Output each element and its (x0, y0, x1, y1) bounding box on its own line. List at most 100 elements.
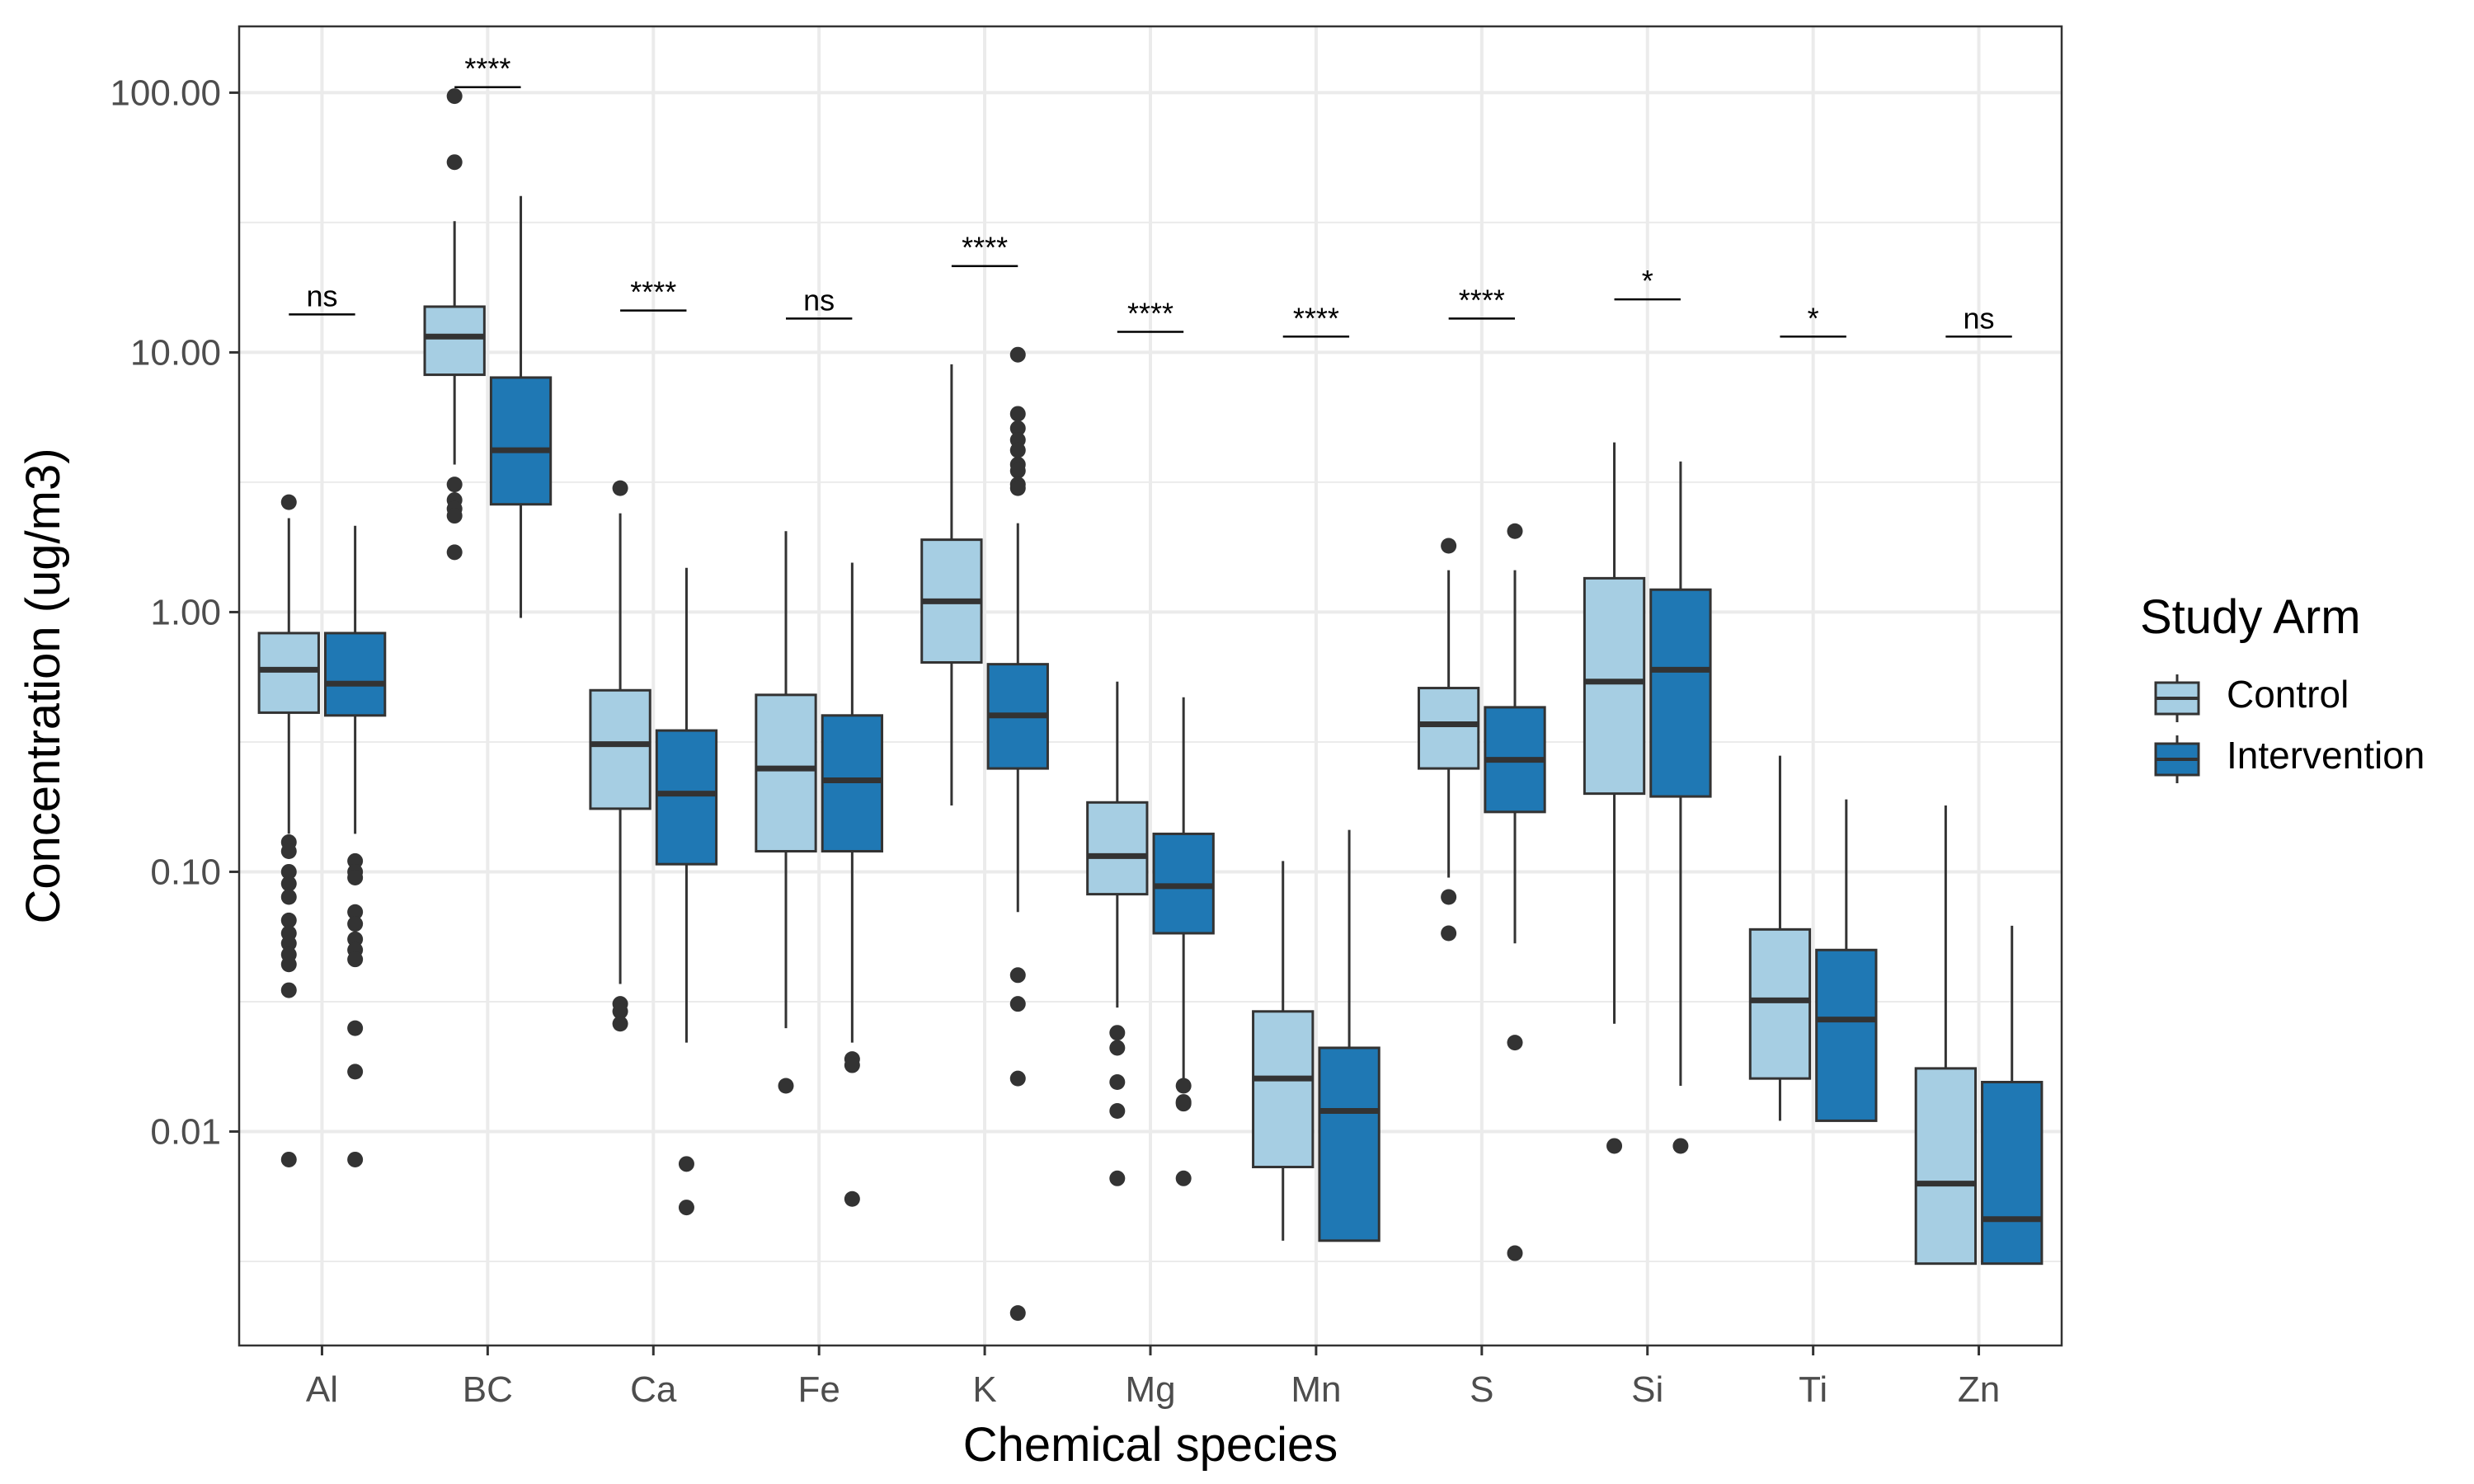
boxes (257, 305, 2044, 1266)
outlier-control-mg (1109, 1025, 1126, 1041)
box-intervention-ca (655, 729, 718, 866)
box-control-bc (423, 305, 486, 377)
outlier-control-fe (778, 1078, 794, 1094)
outlier-control-al (280, 935, 297, 951)
legend-title: Study Arm (2140, 590, 2361, 644)
outlier-intervention-k (1009, 442, 1026, 458)
outlier-intervention-s (1507, 1035, 1523, 1051)
box-control-si (1583, 576, 1646, 796)
box-intervention-al (323, 632, 387, 717)
outlier-intervention-k (1009, 996, 1026, 1012)
outlier-intervention-s (1507, 523, 1523, 539)
outlier-control-mg (1109, 1074, 1126, 1091)
outlier-control-al (280, 494, 297, 510)
grid-lines (239, 26, 2062, 1345)
significance-label-fe: ns (803, 283, 835, 317)
significance-label-s: **** (1459, 283, 1505, 317)
outlier-intervention-fe (844, 1057, 860, 1073)
outlier-intervention-mg (1175, 1078, 1192, 1094)
outlier-intervention-al (347, 1064, 364, 1080)
y-tick-label: 0.10 (150, 852, 221, 892)
box-intervention-mn (1318, 1046, 1380, 1242)
y-tick-label: 10.00 (130, 332, 221, 373)
outlier-intervention-si (1672, 1138, 1689, 1154)
legend-label-intervention: Intervention (2227, 734, 2425, 777)
outlier-control-mg (1109, 1040, 1126, 1056)
x-tick-label-zn: Zn (1958, 1369, 2000, 1410)
significance-label-ti: * (1808, 301, 1819, 335)
outlier-intervention-mg (1175, 1170, 1192, 1186)
outlier-intervention-k (1009, 406, 1026, 422)
box-control-mg (1086, 801, 1149, 896)
outlier-intervention-k (1009, 967, 1026, 984)
box-control-ti (1748, 928, 1812, 1080)
x-tick-label-k: K (972, 1369, 996, 1410)
outlier-control-bc (446, 477, 463, 493)
significance-label-zn: ns (1964, 301, 1995, 335)
outlier-intervention-k (1009, 1305, 1026, 1322)
outlier-intervention-fe (844, 1190, 860, 1207)
x-tick-label-bc: BC (463, 1369, 513, 1410)
outlier-intervention-s (1507, 1245, 1523, 1261)
outlier-intervention-al (347, 869, 364, 885)
box-intervention-bc (489, 376, 553, 506)
y-tick-label: 1.00 (150, 592, 221, 632)
outlier-intervention-al (347, 904, 364, 920)
axes: 0.01 0.10 1.00 10.00 100.00 Al BC Ca Fe K Mg Mn S Si T… (110, 73, 2000, 1410)
outlier-control-bc (446, 154, 463, 171)
whiskers (287, 195, 2014, 1241)
outlier-intervention-al (347, 951, 364, 968)
outlier-control-si (1606, 1138, 1623, 1154)
x-tick-label-s: S (1470, 1369, 1493, 1410)
x-axis-title: Chemical species (963, 1418, 1338, 1472)
outlier-control-bc (446, 544, 463, 561)
x-tick-label-fe: Fe (798, 1369, 840, 1410)
box-control-zn (1914, 1067, 1978, 1266)
outlier-control-mg (1109, 1103, 1126, 1120)
y-tick-label: 100.00 (110, 73, 221, 113)
outlier-intervention-al (347, 916, 364, 932)
box-control-s (1417, 687, 1480, 770)
significance-label-al: ns (306, 279, 337, 312)
outlier-intervention-al (347, 852, 364, 869)
outlier-control-al (280, 863, 297, 880)
significance-label-si: * (1642, 264, 1653, 298)
outlier-control-bc (446, 88, 463, 105)
legend-label-control: Control (2227, 673, 2349, 716)
outlier-control-al (280, 843, 297, 860)
outlier-control-mg (1109, 1170, 1126, 1186)
outlier-control-al (280, 912, 297, 928)
outlier-control-s (1441, 538, 1457, 554)
x-tick-label-ca: Ca (630, 1369, 677, 1410)
box-control-ca (589, 688, 651, 810)
outlier-intervention-ca (678, 1200, 694, 1216)
x-tick-label-mn: Mn (1291, 1369, 1341, 1410)
box-intervention-si (1649, 588, 1712, 798)
outlier-control-al (280, 889, 297, 905)
significance-label-mn: **** (1293, 301, 1339, 335)
x-tick-label-ti: Ti (1799, 1369, 1827, 1410)
outlier-intervention-k (1009, 1070, 1026, 1087)
box-control-mn (1252, 1010, 1315, 1169)
significance-label-k: **** (962, 231, 1008, 265)
outlier-control-s (1441, 925, 1457, 942)
outlier-control-al (280, 956, 297, 973)
box-intervention-zn (1981, 1081, 2044, 1266)
outlier-intervention-k (1009, 463, 1026, 479)
outlier-intervention-k (1009, 480, 1026, 496)
outlier-intervention-al (347, 1151, 364, 1167)
outlier-intervention-k (1009, 346, 1026, 363)
legend: Study Arm Control Intervention (2140, 590, 2425, 783)
box-control-al (257, 632, 320, 714)
outlier-intervention-al (347, 1020, 364, 1036)
significance-label-ca: **** (630, 275, 676, 309)
outlier-points (280, 88, 1689, 1322)
outlier-control-s (1441, 889, 1457, 905)
outlier-control-ca (612, 1003, 628, 1020)
outlier-control-al (280, 982, 297, 998)
box-control-fe (755, 693, 817, 853)
x-tick-label-si: Si (1631, 1369, 1663, 1410)
outlier-control-al (280, 876, 297, 892)
outlier-intervention-ca (678, 1156, 694, 1172)
